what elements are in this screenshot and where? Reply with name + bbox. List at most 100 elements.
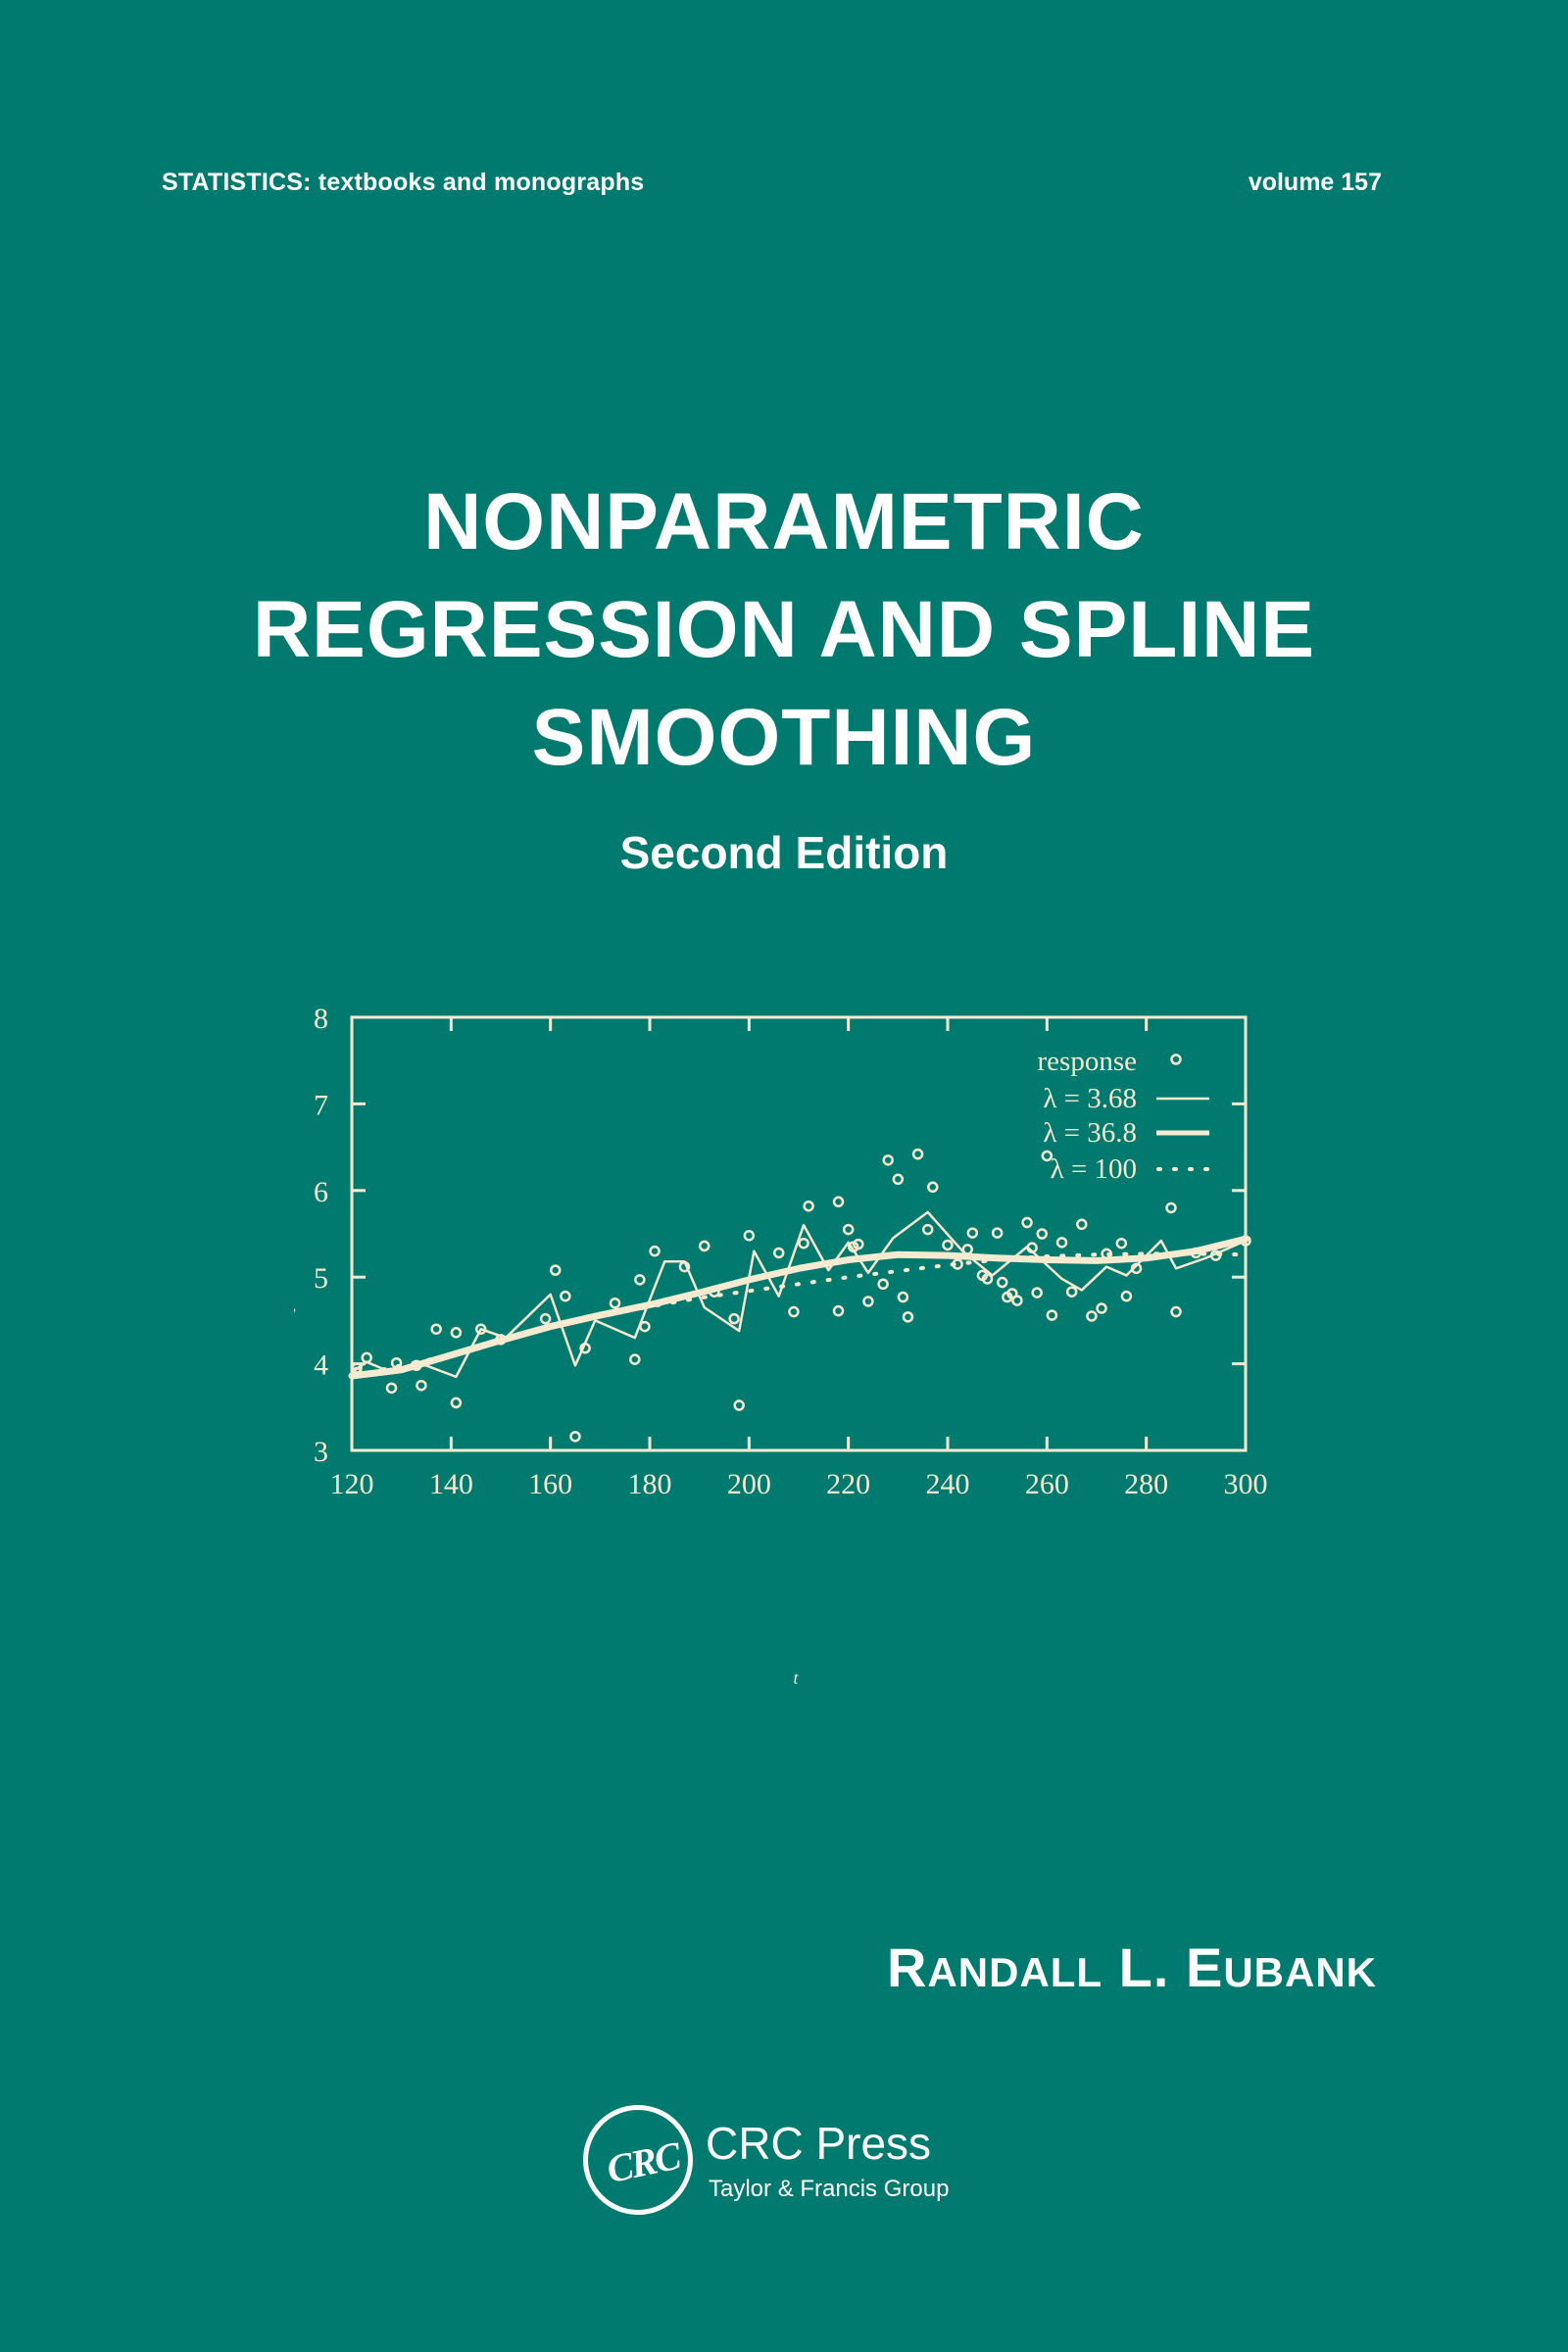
data-point: [416, 1379, 427, 1392]
legend-label: λ = 100: [1051, 1153, 1137, 1185]
crc-logo-text: CRC: [603, 2132, 683, 2192]
data-point: [842, 1223, 855, 1236]
crc-circle-logo-icon: CRC: [583, 2105, 693, 2215]
data-point: [911, 1148, 924, 1160]
data-point: [733, 1399, 745, 1411]
data-point: [1065, 1286, 1078, 1298]
data-point: [942, 1239, 954, 1251]
data-point: [1130, 1262, 1143, 1275]
data-point: [1209, 1250, 1222, 1261]
data-point: [560, 1290, 571, 1302]
x-tick-label: 160: [528, 1468, 572, 1500]
data-point: [882, 1154, 894, 1166]
plot-frame: [350, 1015, 1248, 1452]
data-point: [902, 1311, 914, 1323]
data-point: [853, 1238, 864, 1250]
data-point: [1021, 1216, 1033, 1229]
data-point: [1115, 1237, 1128, 1250]
data-point: [991, 1227, 1004, 1239]
legend-label: response: [1038, 1046, 1137, 1077]
x-tick-label: 240: [926, 1468, 970, 1500]
data-point: [803, 1200, 814, 1212]
data-point: [1026, 1242, 1038, 1253]
x-tick-label: 140: [429, 1468, 473, 1500]
data-point: [1170, 1305, 1182, 1318]
x-tick-label: 260: [1025, 1468, 1069, 1500]
data-point: [678, 1260, 691, 1273]
data-point: [450, 1327, 463, 1339]
data-point: [1011, 1295, 1023, 1306]
x-tick-label: 180: [628, 1468, 672, 1500]
data-point: [709, 1286, 720, 1298]
data-point: [927, 1181, 939, 1194]
title-line-2: REGRESSION AND SPLINE: [252, 585, 1316, 674]
legend-label: λ = 36.8: [1043, 1117, 1137, 1149]
y-axis-label: y: [294, 1295, 296, 1330]
y-tick-label: 7: [314, 1089, 328, 1121]
data-point: [1240, 1235, 1251, 1247]
data-point: [877, 1278, 889, 1291]
data-point: [385, 1382, 398, 1395]
data-point: [897, 1291, 909, 1303]
y-tick-label: 6: [314, 1176, 328, 1208]
data-point: [1120, 1290, 1133, 1302]
data-point: [1165, 1201, 1177, 1214]
y-tick-label: 5: [314, 1262, 328, 1295]
data-point: [539, 1312, 552, 1325]
data-point: [952, 1258, 963, 1270]
data-point: [1076, 1218, 1088, 1231]
data-point: [1041, 1150, 1054, 1162]
y-tick-label: 8: [314, 1003, 328, 1035]
legend-marker-circle: [1170, 1054, 1182, 1065]
data-point: [1086, 1310, 1098, 1322]
data-point: [1046, 1309, 1058, 1321]
x-axis-label: t: [793, 1668, 799, 1688]
publisher-name: CRC Press: [706, 2118, 932, 2169]
data-point: [1055, 1237, 1068, 1249]
data-point: [698, 1240, 710, 1252]
data-point: [966, 1227, 979, 1239]
publisher-logo: CRC CRC Press Taylor & Francis Group: [583, 2105, 995, 2223]
title-line-3: SMOOTHING: [531, 693, 1037, 782]
spline-lambda-100: [350, 1251, 1248, 1378]
scatter-plot: 120 140 160 180 200 220 240 260 280 300 3 4 5 6 7 8 y t re…: [294, 1003, 1268, 1688]
data-point: [981, 1273, 994, 1285]
data-point: [832, 1196, 845, 1208]
data-point: [579, 1342, 591, 1354]
data-point: [639, 1320, 651, 1333]
data-point: [832, 1304, 845, 1317]
data-point: [351, 1362, 363, 1374]
data-point: [569, 1431, 581, 1443]
data-point: [351, 1366, 363, 1379]
volume-number: volume 157: [1248, 169, 1382, 196]
title-line-1: NONPARAMETRIC: [423, 477, 1145, 566]
data-point: [361, 1351, 372, 1364]
data-point: [862, 1296, 874, 1307]
data-point: [609, 1297, 621, 1309]
data-point: [743, 1230, 756, 1242]
data-point: [430, 1323, 442, 1335]
data-point: [1031, 1287, 1043, 1298]
x-tick-label: 220: [826, 1468, 870, 1500]
data-point: [788, 1305, 800, 1318]
author-name: RANDALL L. EUBANK: [887, 1936, 1377, 1998]
spline-lambda-36.8: [348, 1235, 1250, 1380]
data-point: [772, 1247, 785, 1259]
data-point: [474, 1323, 487, 1335]
data-point: [1190, 1247, 1202, 1259]
spline-lambda-3.68: [351, 1210, 1247, 1379]
data-point: [649, 1245, 661, 1257]
data-point: [634, 1274, 646, 1286]
data-point: [629, 1353, 641, 1365]
data-point: [961, 1244, 974, 1255]
data-point: [1036, 1228, 1049, 1240]
data-point: [892, 1173, 905, 1186]
x-tick-label: 200: [727, 1468, 771, 1500]
series-name: STATISTICS: textbooks and monographs: [162, 169, 645, 196]
x-tick-label: 120: [330, 1468, 374, 1500]
x-tick-label: 280: [1124, 1468, 1168, 1500]
x-tick-label: 300: [1224, 1468, 1268, 1500]
data-point: [450, 1396, 463, 1409]
y-tick-label: 4: [314, 1349, 328, 1382]
data-point: [798, 1237, 809, 1250]
